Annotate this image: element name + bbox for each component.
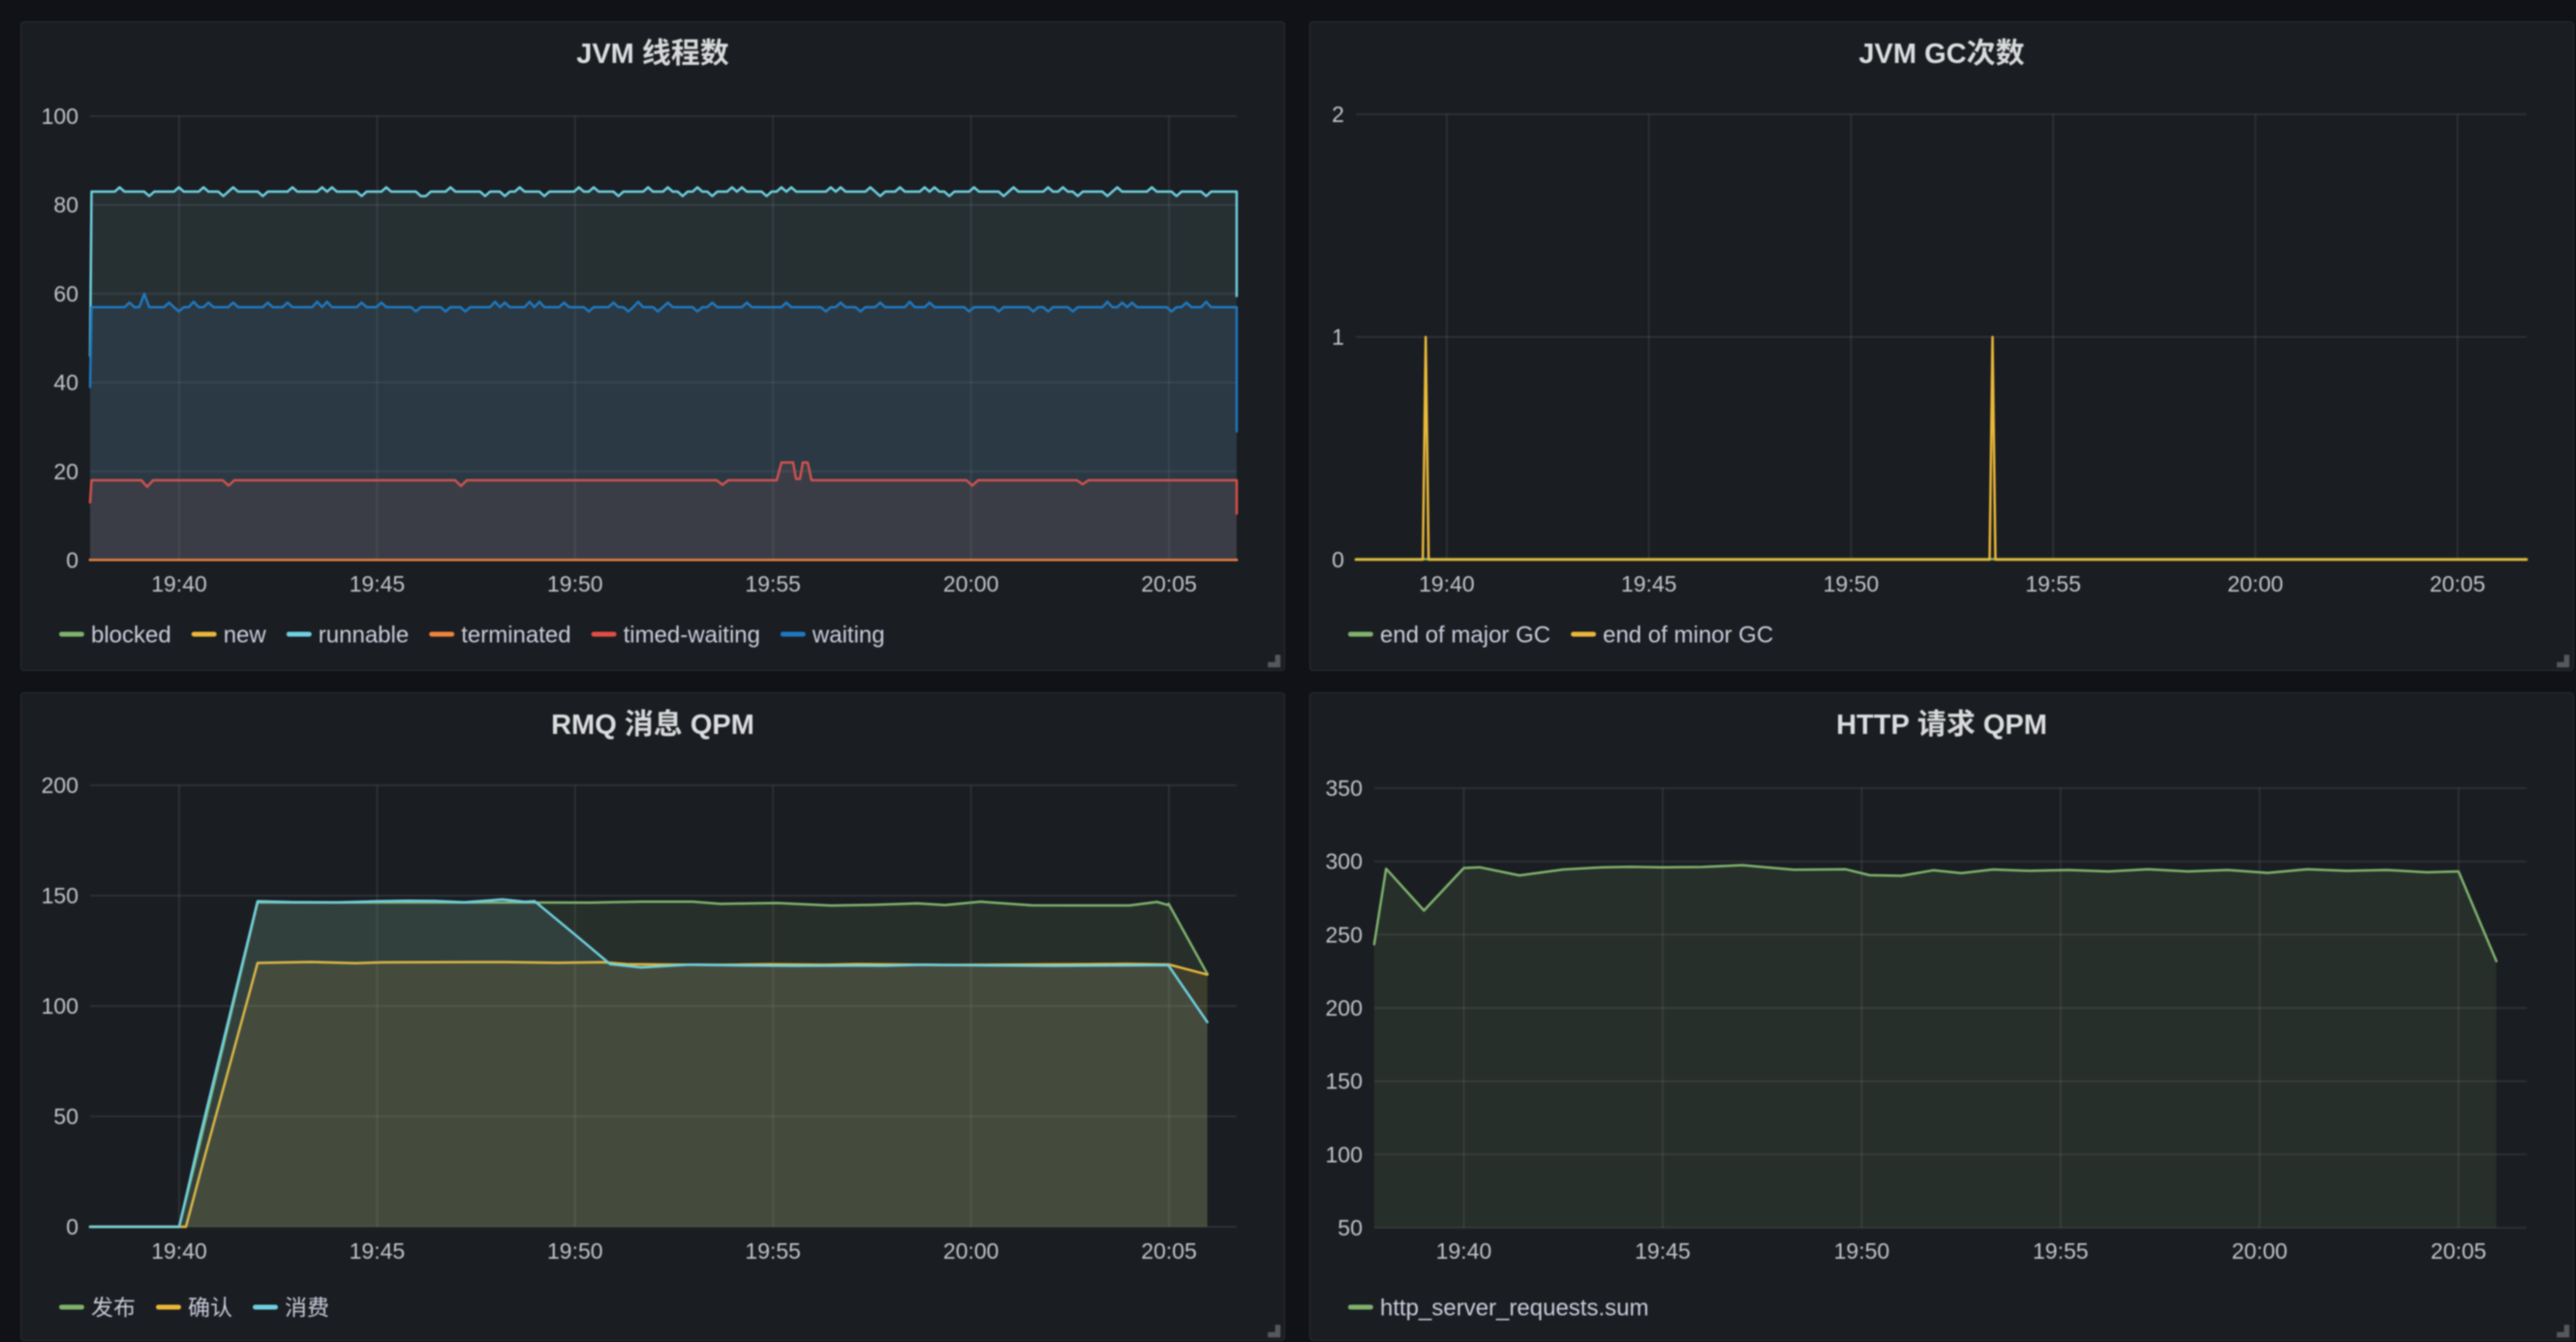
svg-text:100: 100 <box>42 993 78 1019</box>
svg-text:HTTP: HTTP <box>1836 710 1917 741</box>
svg-text:end of minor GC: end of minor GC <box>1603 623 1773 649</box>
svg-text:200: 200 <box>1326 995 1363 1021</box>
svg-text:20:05: 20:05 <box>2431 1238 2487 1264</box>
svg-text:20:00: 20:00 <box>943 571 999 596</box>
svg-text:19:55: 19:55 <box>2033 1238 2089 1264</box>
svg-text:19:40: 19:40 <box>1419 571 1475 596</box>
svg-text:50: 50 <box>53 1104 78 1129</box>
svg-text:19:45: 19:45 <box>1621 571 1677 596</box>
svg-text:150: 150 <box>42 883 78 908</box>
svg-text:150: 150 <box>1326 1069 1363 1094</box>
svg-text:19:50: 19:50 <box>547 1238 603 1264</box>
svg-text:300: 300 <box>1326 849 1363 874</box>
svg-text:waiting: waiting <box>812 623 885 649</box>
svg-text:end of major GC: end of major GC <box>1380 623 1550 649</box>
svg-text:20:00: 20:00 <box>2232 1238 2288 1264</box>
svg-text:350: 350 <box>1326 776 1363 801</box>
svg-text:80: 80 <box>53 193 78 218</box>
svg-text:RMQ: RMQ <box>551 710 625 741</box>
svg-text:runnable: runnable <box>319 623 409 649</box>
svg-text:19:55: 19:55 <box>745 1238 801 1264</box>
svg-text:1: 1 <box>1332 324 1344 350</box>
svg-text:20:00: 20:00 <box>2227 571 2284 596</box>
svg-text:40: 40 <box>53 370 78 395</box>
svg-text:19:40: 19:40 <box>151 1238 207 1264</box>
svg-text:0: 0 <box>66 548 78 573</box>
svg-text:50: 50 <box>1337 1215 1363 1240</box>
svg-text:19:40: 19:40 <box>1436 1238 1492 1264</box>
svg-text:blocked: blocked <box>91 623 171 649</box>
svg-text:19:50: 19:50 <box>1824 571 1880 596</box>
svg-text:19:55: 19:55 <box>2025 571 2081 596</box>
svg-text:19:50: 19:50 <box>547 571 603 596</box>
svg-text:19:45: 19:45 <box>1635 1238 1691 1264</box>
svg-text:terminated: terminated <box>461 623 570 649</box>
svg-text:250: 250 <box>1326 922 1363 947</box>
svg-text:2: 2 <box>1332 102 1344 127</box>
svg-text:20:00: 20:00 <box>943 1238 999 1264</box>
svg-text:timed-waiting: timed-waiting <box>624 623 760 649</box>
svg-text:19:50: 19:50 <box>1834 1238 1890 1264</box>
svg-text:100: 100 <box>42 104 78 129</box>
svg-text:http_server_requests.sum: http_server_requests.sum <box>1380 1296 1648 1322</box>
svg-text:19:45: 19:45 <box>350 571 406 596</box>
svg-text:19:45: 19:45 <box>350 1238 406 1264</box>
svg-text:0: 0 <box>66 1214 78 1239</box>
svg-text:20:05: 20:05 <box>2430 571 2486 596</box>
svg-text:JVM GC: JVM GC <box>1858 39 1966 70</box>
svg-text:100: 100 <box>1326 1142 1363 1167</box>
svg-text:20:05: 20:05 <box>1141 571 1197 596</box>
svg-text:200: 200 <box>42 773 78 798</box>
svg-text:new: new <box>224 623 267 649</box>
svg-text:0: 0 <box>1332 547 1344 572</box>
svg-text:QPM: QPM <box>1976 710 2047 741</box>
svg-text:QPM: QPM <box>683 710 754 741</box>
svg-text:JVM: JVM <box>576 39 634 70</box>
svg-text:20: 20 <box>53 459 78 484</box>
svg-text:19:40: 19:40 <box>151 571 207 596</box>
svg-text:20:05: 20:05 <box>1141 1238 1197 1264</box>
svg-text:60: 60 <box>53 281 78 306</box>
svg-text:19:55: 19:55 <box>745 571 801 596</box>
